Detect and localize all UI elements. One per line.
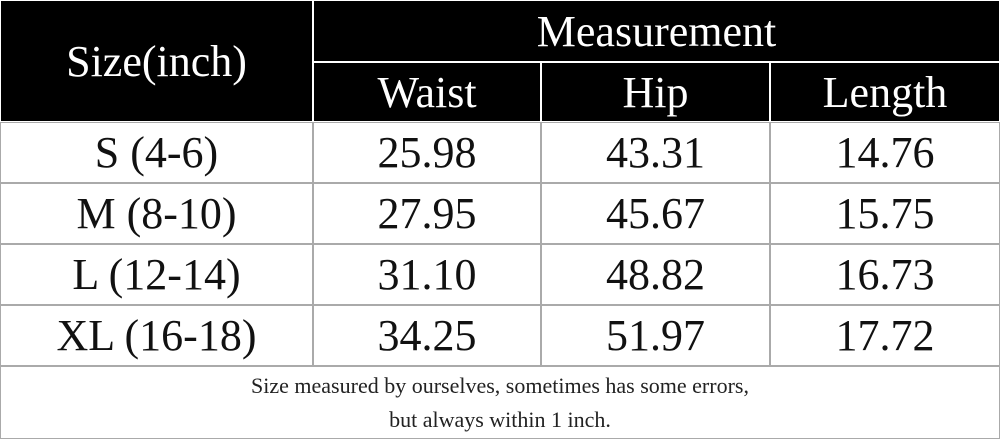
value-cell: 48.82 — [541, 244, 770, 305]
header-group: Measurement — [313, 0, 1000, 62]
header-cell: Waist — [313, 62, 541, 122]
value-cell: 15.75 — [770, 183, 1000, 244]
value-cell: 34.25 — [313, 305, 541, 366]
header-cell: Size(inch) — [0, 0, 313, 122]
size-cell: S (4-6) — [0, 122, 313, 183]
value-cell: 16.73 — [770, 244, 1000, 305]
size-cell: XL (16-18) — [0, 305, 313, 366]
value-cell: 25.98 — [313, 122, 541, 183]
size-cell: M (8-10) — [0, 183, 313, 244]
header-cell: Length — [770, 62, 1000, 122]
value-cell: 51.97 — [541, 305, 770, 366]
value-cell: 43.31 — [541, 122, 770, 183]
value-cell: 14.76 — [770, 122, 1000, 183]
header-cell: Hip — [541, 62, 770, 122]
value-cell: 27.95 — [313, 183, 541, 244]
value-cell: 31.10 — [313, 244, 541, 305]
note-line: but always within 1 inch. — [389, 406, 611, 432]
value-cell: 45.67 — [541, 183, 770, 244]
note: Size measured by ourselves, sometimes ha… — [0, 366, 1000, 439]
note-line: Size measured by ourselves, sometimes ha… — [251, 372, 749, 398]
value-cell: 17.72 — [770, 305, 1000, 366]
size-cell: L (12-14) — [0, 244, 313, 305]
